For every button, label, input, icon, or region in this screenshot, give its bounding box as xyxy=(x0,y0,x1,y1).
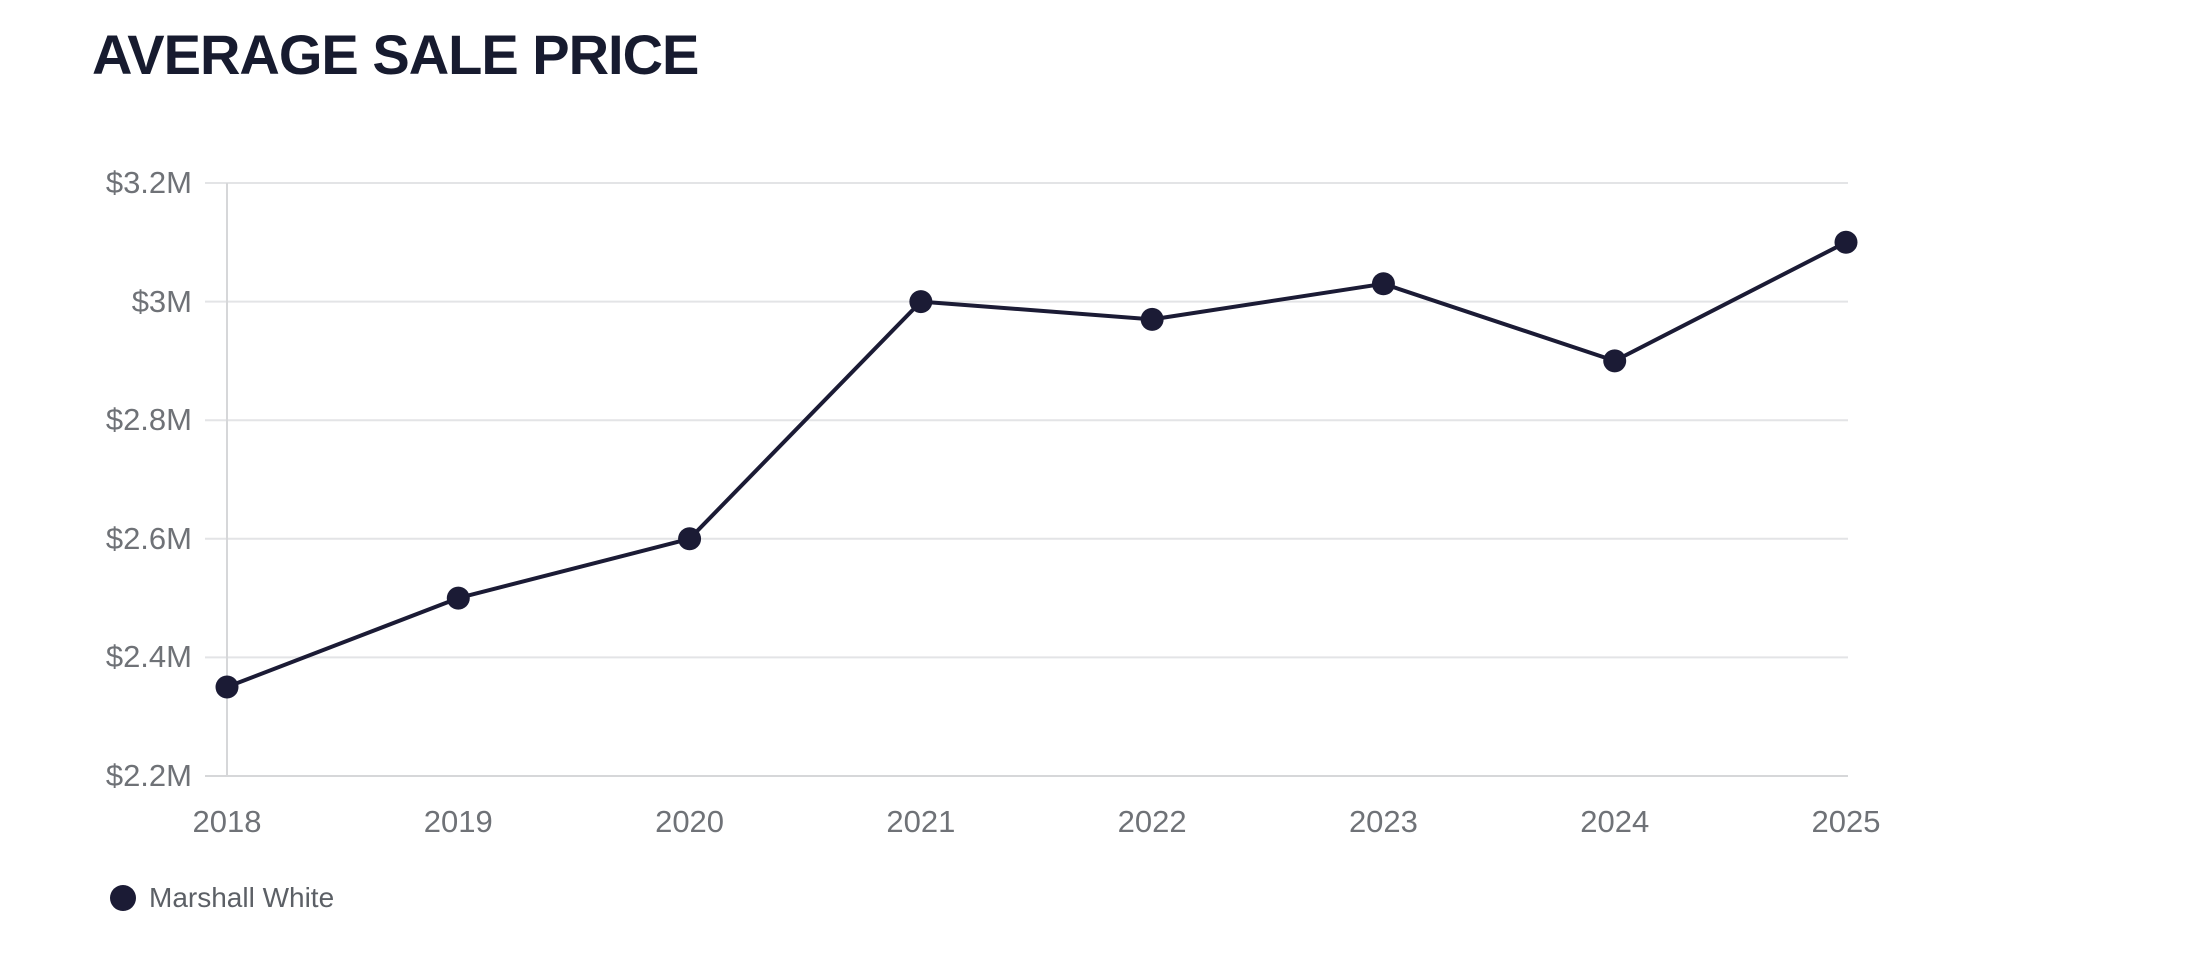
legend-series-label: Marshall White xyxy=(149,882,335,913)
y-axis-tick-label: $2.4M xyxy=(105,639,192,675)
data-point-2024[interactable] xyxy=(1603,349,1627,373)
x-axis-tick-label: 2019 xyxy=(423,804,493,839)
data-point-2023[interactable] xyxy=(1371,272,1395,296)
x-axis-tick-label: 2020 xyxy=(655,804,725,839)
data-point-2020[interactable] xyxy=(678,527,702,551)
chart-title: AVERAGE SALE PRICE xyxy=(92,23,699,86)
y-axis-tick-label: $2.6M xyxy=(105,520,192,556)
y-axis-tick-label: $3M xyxy=(131,283,192,319)
y-axis-tick-label: $3.2M xyxy=(105,165,192,200)
x-axis-tick-label: 2022 xyxy=(1117,804,1187,839)
y-axis-tick-label: $2.2M xyxy=(105,758,192,793)
y-axis-tick-label: $2.8M xyxy=(105,402,192,438)
x-axis-tick-label: 2025 xyxy=(1811,804,1881,839)
x-axis-tick-label: 2021 xyxy=(886,804,956,839)
data-point-2022[interactable] xyxy=(1140,307,1164,331)
legend-item-marshall-white[interactable]: Marshall White xyxy=(110,882,334,914)
legend-series-circle-icon xyxy=(110,885,136,911)
data-line-marshall-white xyxy=(225,240,1848,690)
data-point-2019[interactable] xyxy=(446,586,470,610)
x-axis-tick-label: 2024 xyxy=(1580,804,1650,839)
data-point-2018[interactable] xyxy=(215,675,239,699)
x-axis-tick-label: 2023 xyxy=(1348,804,1418,839)
data-point-2021[interactable] xyxy=(909,290,933,314)
x-axis-tick-label: 2018 xyxy=(192,804,262,839)
data-point-2025[interactable] xyxy=(1834,230,1858,254)
